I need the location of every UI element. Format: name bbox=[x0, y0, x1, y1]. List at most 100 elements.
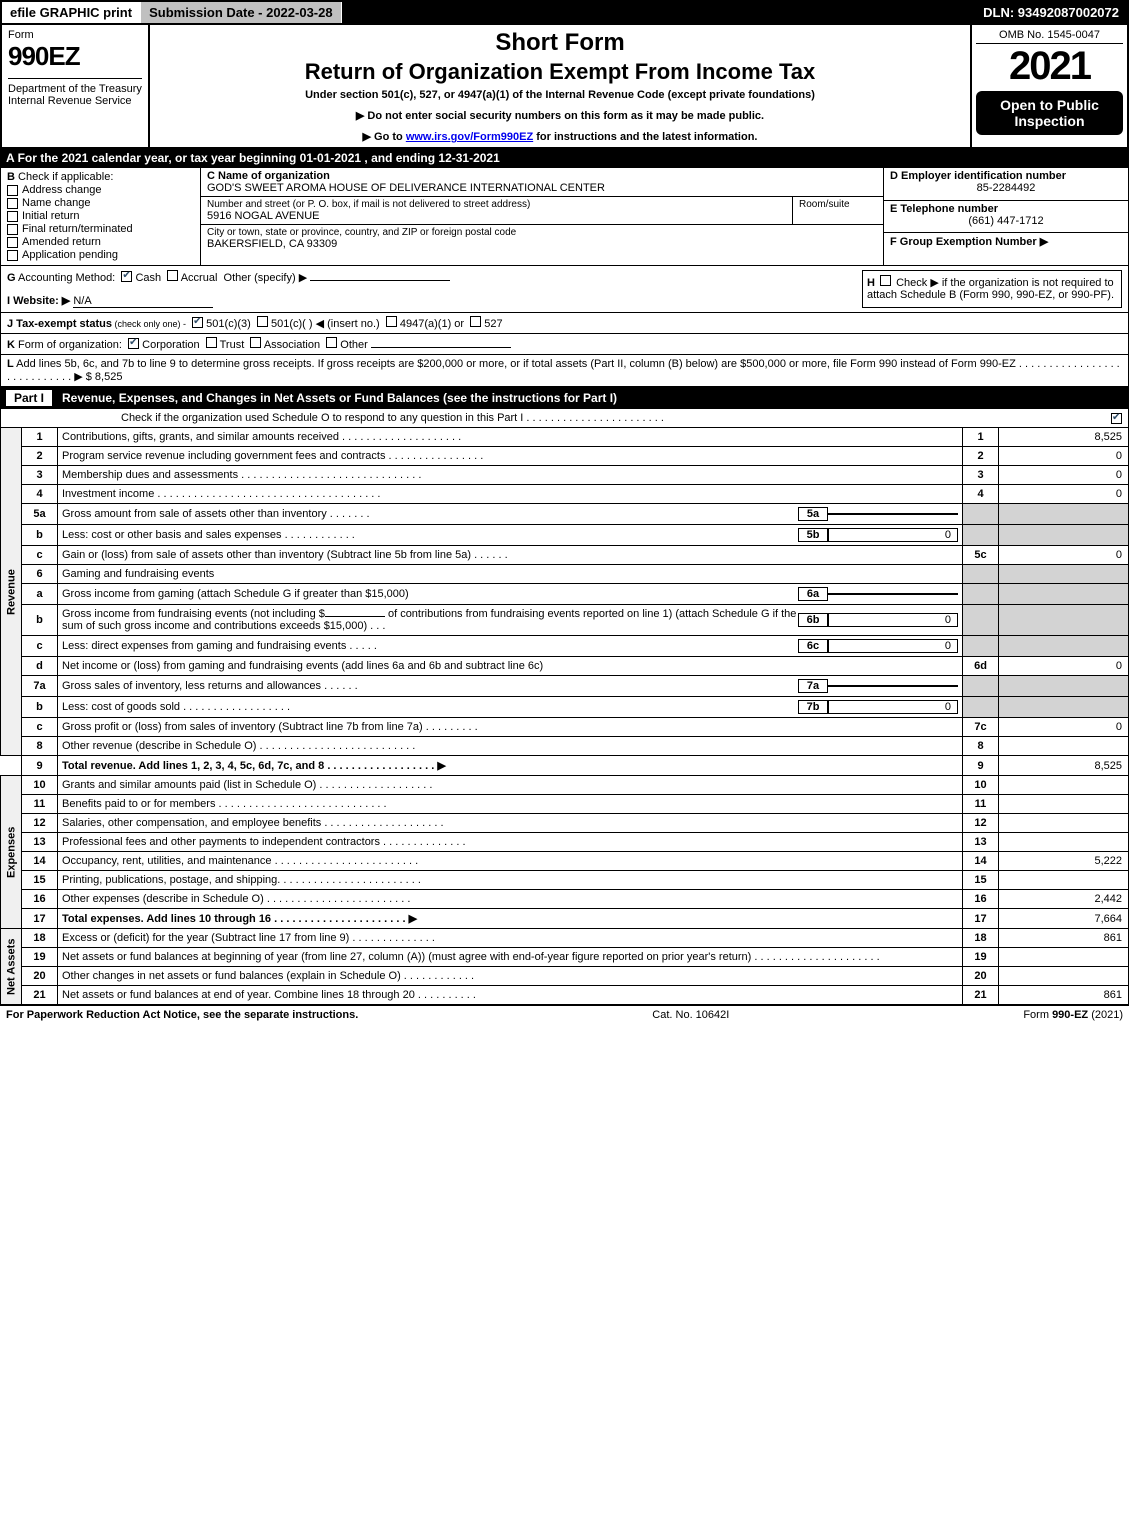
checkbox-h[interactable] bbox=[880, 275, 891, 286]
form-number: 990EZ bbox=[8, 41, 142, 72]
city-value: BAKERSFIELD, CA 93309 bbox=[207, 238, 877, 250]
cash-label: Cash bbox=[135, 272, 161, 284]
line-2: 2Program service revenue including gover… bbox=[1, 447, 1129, 466]
checkbox-icon bbox=[7, 185, 18, 196]
h-text: Check ▶ if the organization is not requi… bbox=[867, 277, 1114, 301]
section-k: K Form of organization: Corporation Trus… bbox=[0, 334, 1129, 355]
line-5b: bLess: cost or other basis and sales exp… bbox=[1, 525, 1129, 546]
goto-line: ▶ Go to www.irs.gov/Form990EZ for instru… bbox=[158, 130, 962, 143]
checkbox-initial-return[interactable]: Initial return bbox=[7, 210, 194, 222]
street-row: Number and street (or P. O. box, if mail… bbox=[201, 197, 883, 225]
l-value: 8,525 bbox=[92, 371, 123, 383]
section-l: L Add lines 5b, 6c, and 7b to line 9 to … bbox=[0, 355, 1129, 387]
street-value: 5916 NOGAL AVENUE bbox=[207, 210, 786, 222]
checkbox-association[interactable] bbox=[250, 337, 261, 348]
goto-link[interactable]: www.irs.gov/Form990EZ bbox=[406, 131, 533, 143]
section-h: H Check ▶ if the organization is not req… bbox=[862, 270, 1122, 308]
section-c: C Name of organization GOD'S SWEET AROMA… bbox=[201, 168, 883, 265]
line-13: 13Professional fees and other payments t… bbox=[1, 833, 1129, 852]
department: Department of the Treasury Internal Reve… bbox=[8, 78, 142, 107]
section-b-label: B Check if applicable: bbox=[7, 171, 194, 183]
efile-label: efile GRAPHIC print bbox=[2, 2, 141, 23]
phone-value: (661) 447-1712 bbox=[890, 215, 1122, 227]
opt-other: Other bbox=[340, 339, 368, 351]
line-3: 3Membership dues and assessments . . . .… bbox=[1, 466, 1129, 485]
checkbox-trust[interactable] bbox=[206, 337, 217, 348]
j-prefix: J Tax-exempt status bbox=[7, 318, 112, 330]
website-prefix: I Website: ▶ bbox=[7, 295, 70, 307]
section-g: G Accounting Method: Cash Accrual Other … bbox=[7, 270, 862, 308]
line-19: 19Net assets or fund balances at beginni… bbox=[1, 948, 1129, 967]
section-bc-block: B Check if applicable: Address change Na… bbox=[0, 167, 1129, 266]
footer: For Paperwork Reduction Act Notice, see … bbox=[0, 1005, 1129, 1024]
cat-no: Cat. No. 10642I bbox=[652, 1009, 729, 1021]
fundraising-amount-field[interactable] bbox=[325, 616, 385, 617]
line-5c: cGain or (loss) from sale of assets othe… bbox=[1, 546, 1129, 565]
checkbox-icon bbox=[7, 250, 18, 261]
line-8: 8Other revenue (describe in Schedule O) … bbox=[1, 737, 1129, 756]
checkbox-527[interactable] bbox=[470, 316, 481, 327]
top-bar: efile GRAPHIC print Submission Date - 20… bbox=[0, 0, 1129, 25]
paperwork-notice: For Paperwork Reduction Act Notice, see … bbox=[6, 1009, 358, 1021]
g-label: Accounting Method: bbox=[16, 272, 116, 284]
line-6c: cLess: direct expenses from gaming and f… bbox=[1, 636, 1129, 657]
section-g-h: G Accounting Method: Cash Accrual Other … bbox=[0, 266, 1129, 313]
goto-prefix: ▶ Go to bbox=[363, 131, 406, 143]
opt-4947: 4947(a)(1) or bbox=[400, 318, 464, 330]
open-to-public: Open to Public Inspection bbox=[976, 91, 1123, 135]
opt-corp: Corporation bbox=[142, 339, 199, 351]
checkbox-icon bbox=[7, 237, 18, 248]
part-1-check-line: Check if the organization used Schedule … bbox=[0, 409, 1129, 427]
opt-trust: Trust bbox=[220, 339, 245, 351]
other-specify-field[interactable] bbox=[310, 280, 450, 281]
checkbox-icon bbox=[7, 198, 18, 209]
part-1-title: Revenue, Expenses, and Changes in Net As… bbox=[62, 391, 617, 405]
tax-year: 2021 bbox=[976, 44, 1123, 89]
line-14: 14Occupancy, rent, utilities, and mainte… bbox=[1, 852, 1129, 871]
line-9: 9Total revenue. Add lines 1, 2, 3, 4, 5c… bbox=[1, 756, 1129, 776]
street-cell: Number and street (or P. O. box, if mail… bbox=[201, 197, 793, 224]
checkbox-501c[interactable] bbox=[257, 316, 268, 327]
room-label: Room/suite bbox=[799, 199, 877, 210]
checkbox-accrual[interactable] bbox=[167, 270, 178, 281]
revenue-side-label: Revenue bbox=[1, 428, 22, 756]
city-row: City or town, state or province, country… bbox=[201, 225, 883, 253]
line-1: Revenue 1 Contributions, gifts, grants, … bbox=[1, 428, 1129, 447]
checkbox-name-change[interactable]: Name change bbox=[7, 197, 194, 209]
checkbox-other-org[interactable] bbox=[326, 337, 337, 348]
section-a-prefix: A bbox=[6, 151, 14, 165]
line-6b: bGross income from fundraising events (n… bbox=[1, 605, 1129, 636]
checkbox-corporation[interactable] bbox=[128, 338, 139, 349]
city-label: City or town, state or province, country… bbox=[207, 227, 877, 238]
checkbox-cash[interactable] bbox=[121, 271, 132, 282]
opt-501c3: 501(c)(3) bbox=[206, 318, 251, 330]
short-form-title: Short Form bbox=[158, 29, 962, 57]
part-1-header: Part I Revenue, Expenses, and Changes in… bbox=[0, 387, 1129, 409]
website-value: N/A bbox=[73, 295, 213, 308]
checkbox-schedule-o[interactable] bbox=[1111, 413, 1122, 424]
section-i: I Website: ▶ N/A bbox=[7, 294, 862, 308]
line-16: 16Other expenses (describe in Schedule O… bbox=[1, 890, 1129, 909]
checkbox-amended-return[interactable]: Amended return bbox=[7, 236, 194, 248]
group-exemption-label: F Group Exemption Number ▶ bbox=[890, 235, 1122, 248]
checkbox-application-pending[interactable]: Application pending bbox=[7, 249, 194, 261]
form-word: Form bbox=[8, 29, 142, 41]
header-left: Form 990EZ Department of the Treasury In… bbox=[2, 25, 150, 147]
org-name-value: GOD'S SWEET AROMA HOUSE OF DELIVERANCE I… bbox=[207, 182, 877, 194]
line-10: Expenses10Grants and similar amounts pai… bbox=[1, 776, 1129, 795]
room-cell: Room/suite bbox=[793, 197, 883, 224]
line-21: 21Net assets or fund balances at end of … bbox=[1, 986, 1129, 1005]
checkbox-address-change[interactable]: Address change bbox=[7, 184, 194, 196]
other-org-field[interactable] bbox=[371, 347, 511, 348]
checkbox-4947[interactable] bbox=[386, 316, 397, 327]
section-a: A For the 2021 calendar year, or tax yea… bbox=[0, 149, 1129, 167]
line-5a: 5aGross amount from sale of assets other… bbox=[1, 504, 1129, 525]
org-name-row: C Name of organization GOD'S SWEET AROMA… bbox=[201, 168, 883, 197]
dln-label: DLN: 93492087002072 bbox=[975, 2, 1127, 23]
form-header: Form 990EZ Department of the Treasury In… bbox=[0, 25, 1129, 149]
k-label: Form of organization: bbox=[15, 339, 122, 351]
phone-label: E Telephone number bbox=[890, 203, 1122, 215]
checkbox-501c3[interactable] bbox=[192, 317, 203, 328]
checkbox-final-return[interactable]: Final return/terminated bbox=[7, 223, 194, 235]
section-f: F Group Exemption Number ▶ bbox=[884, 233, 1128, 265]
